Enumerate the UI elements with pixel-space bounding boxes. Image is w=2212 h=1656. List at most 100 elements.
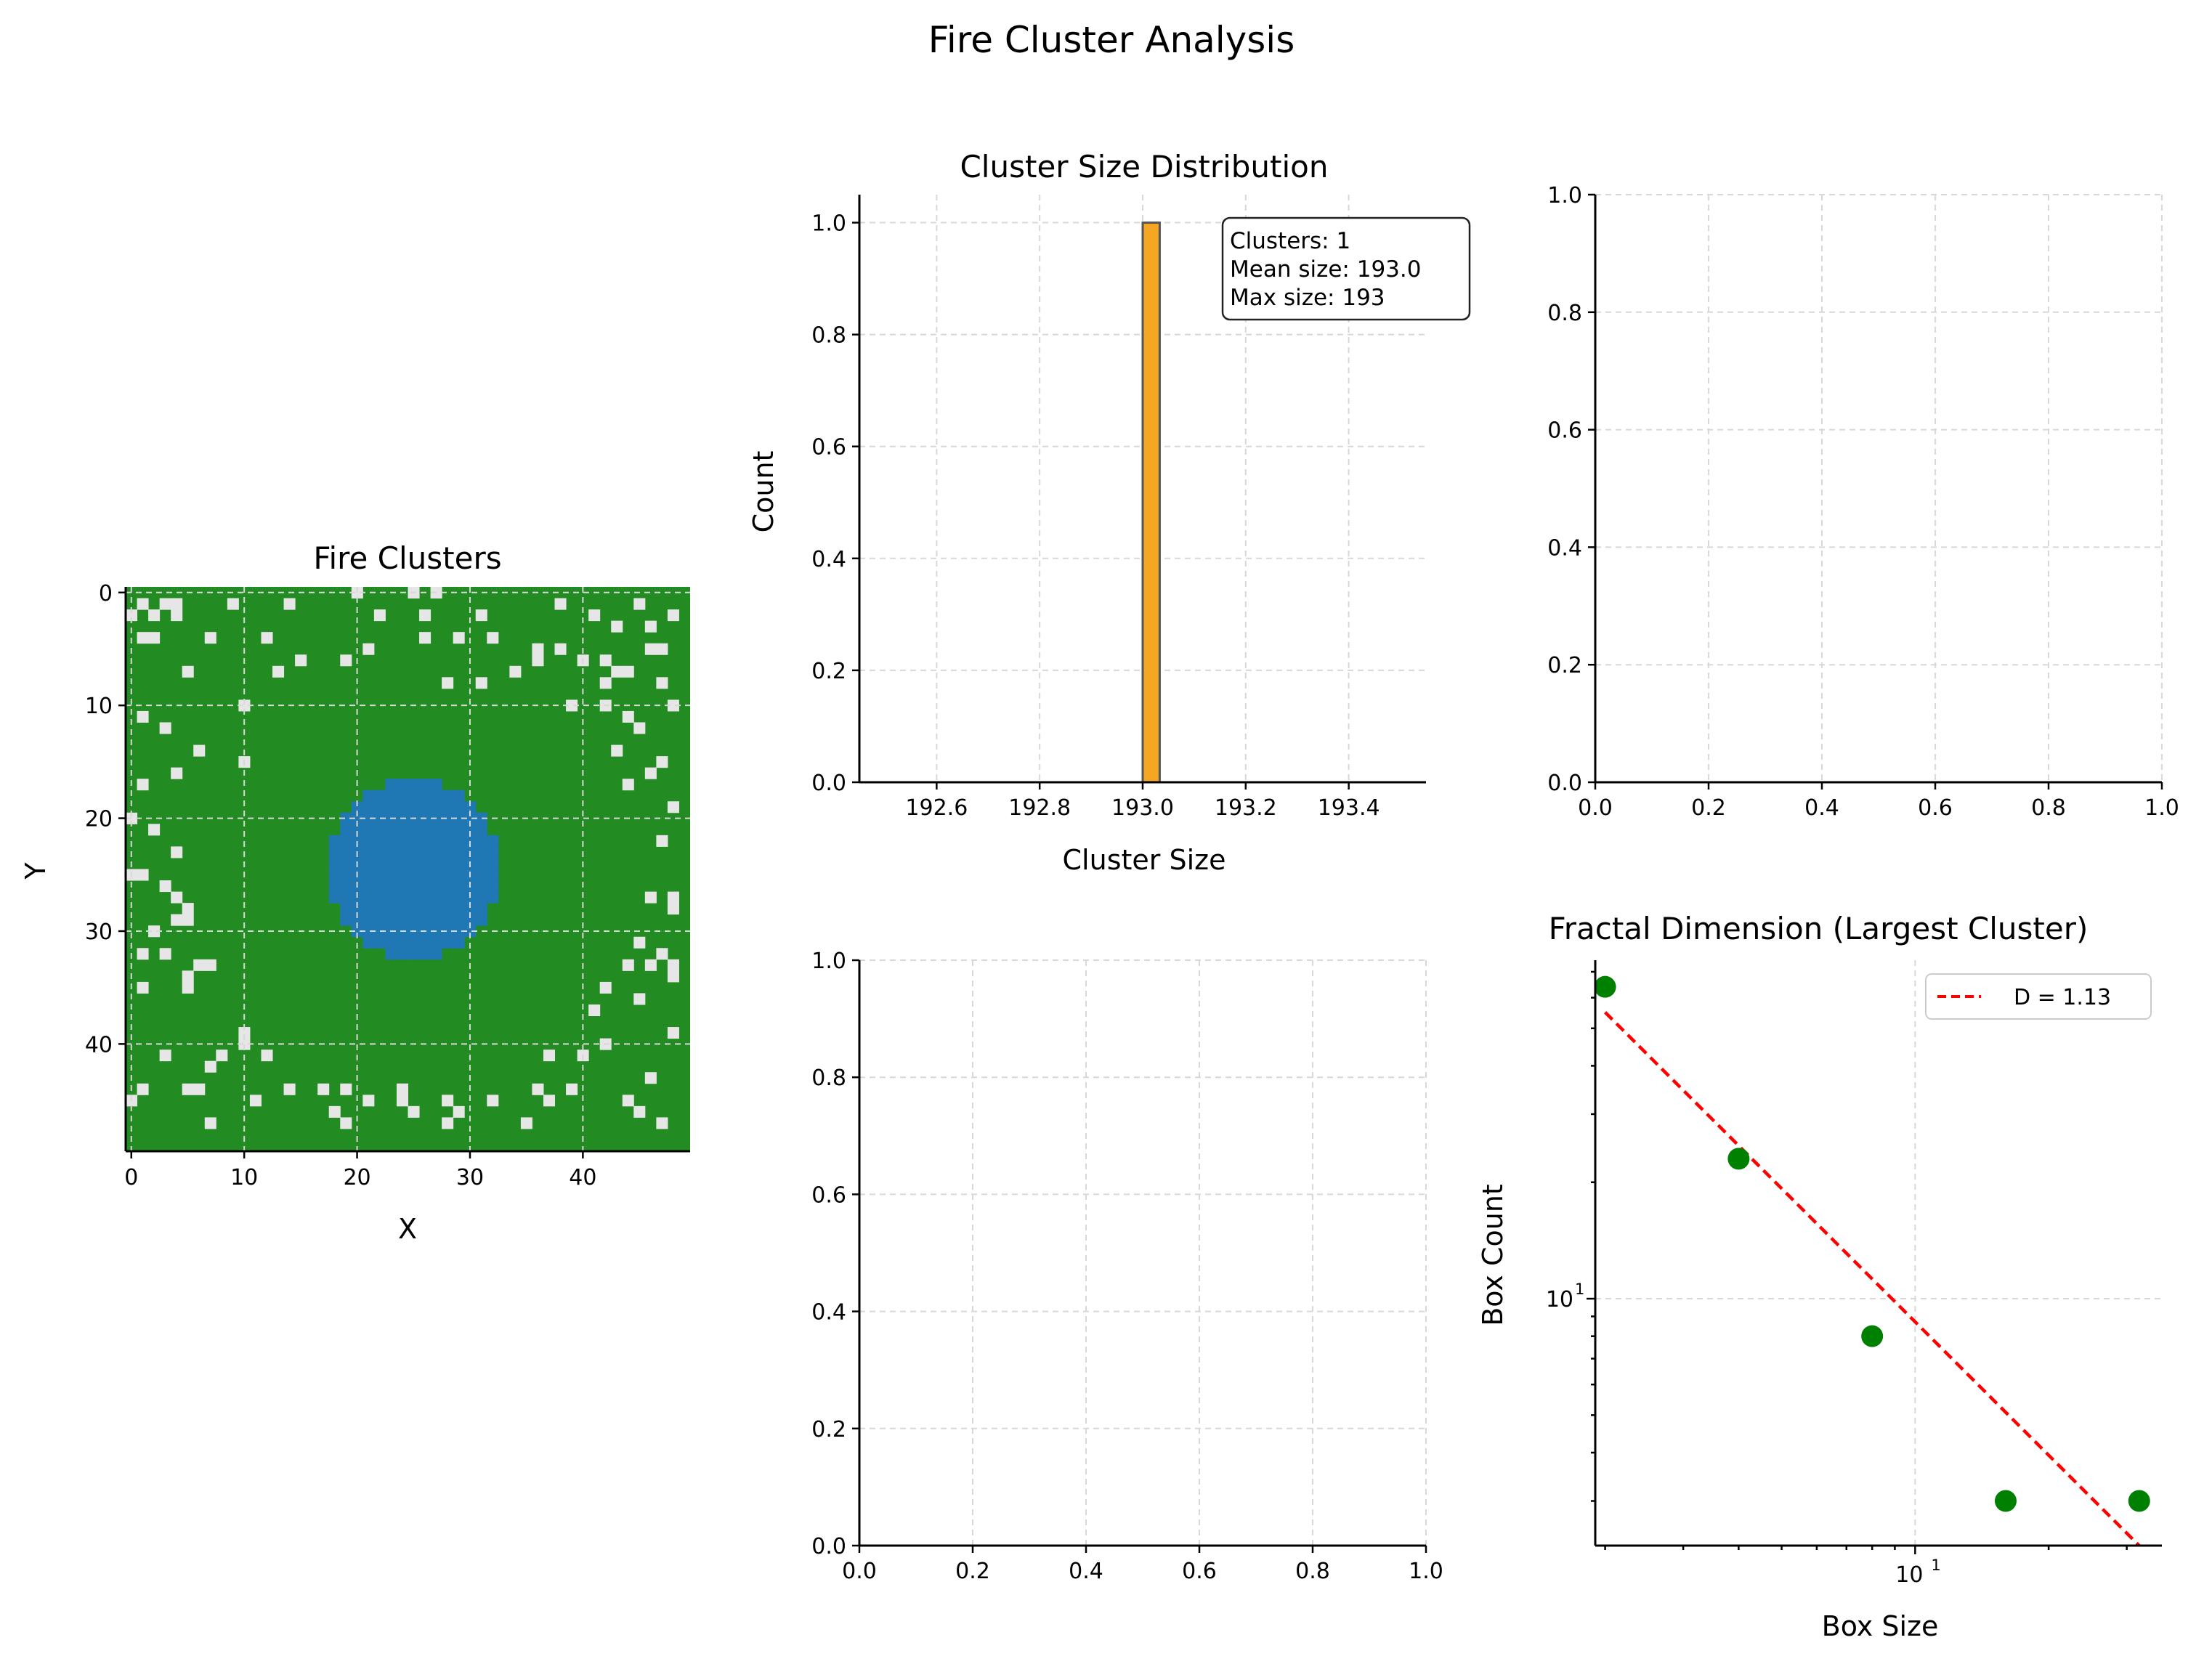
x-tick-label: 30 — [456, 1165, 484, 1190]
data-point — [1994, 1490, 2017, 1512]
cluster-cell — [385, 903, 397, 915]
burned-cell — [475, 677, 487, 689]
burned-cell — [182, 914, 194, 926]
burned-cell — [137, 948, 149, 960]
burned-cell — [137, 779, 149, 791]
cluster-cell — [373, 936, 386, 949]
burned-cell — [238, 1027, 251, 1039]
cluster-cell — [430, 891, 442, 904]
fire-clusters-grid — [126, 587, 690, 1151]
y-tick-label: 0.6 — [811, 435, 846, 460]
cluster-cell — [340, 869, 352, 881]
y-tick-label: 40 — [85, 1032, 113, 1058]
cluster-cell — [453, 790, 465, 802]
cluster-cell — [351, 914, 363, 926]
cluster-cell — [419, 824, 432, 836]
y-tick-label: 0.2 — [1547, 653, 1582, 678]
burned-cell — [442, 1117, 454, 1129]
y-tick-label: 10 — [1546, 1287, 1573, 1312]
cluster-cell — [373, 903, 386, 915]
cluster-cell — [408, 914, 420, 926]
burned-cell — [204, 1117, 216, 1129]
cluster-cell — [396, 914, 408, 926]
cluster-cell — [408, 779, 420, 791]
cluster-cell — [464, 903, 477, 915]
burned-cell — [261, 1050, 273, 1062]
burned-cell — [408, 1105, 420, 1118]
burned-cell — [148, 824, 161, 836]
burned-cell — [340, 1117, 352, 1129]
cluster-size-title: Cluster Size Distribution — [960, 149, 1328, 184]
y-tick-label: 0.4 — [811, 547, 846, 572]
x-tick-label: 1.0 — [2144, 795, 2179, 821]
legend-fit-label: D = 1.13 — [2014, 985, 2111, 1010]
burned-cell — [588, 609, 601, 622]
burned-cell — [656, 948, 668, 960]
cluster-cell — [340, 857, 352, 869]
burned-cell — [509, 665, 522, 678]
burned-cell — [667, 903, 679, 915]
fractal-xlabel: Box Size — [1822, 1610, 1939, 1642]
cluster-cell — [328, 835, 341, 847]
x-tick-label: 10 — [1895, 1562, 1923, 1588]
burned-cell — [419, 609, 432, 622]
cluster-cell — [464, 914, 477, 926]
burned-cell — [238, 699, 251, 712]
burned-cell — [283, 1083, 296, 1095]
cluster-cell — [464, 812, 477, 824]
x-tick-label: 0.2 — [1691, 795, 1726, 821]
burned-cell — [126, 812, 138, 824]
y-tick-label: 0.8 — [811, 1066, 846, 1091]
cluster-cell — [351, 903, 363, 915]
cluster-cell — [408, 835, 420, 847]
cluster-cell — [453, 903, 465, 915]
cluster-cell — [362, 801, 375, 813]
x-tick-label: 10 — [230, 1165, 258, 1190]
cluster-cell — [351, 812, 363, 824]
fractal-dimension-title: Fractal Dimension (Largest Cluster) — [1549, 911, 2089, 946]
cluster-cell — [396, 846, 408, 859]
cluster-cell — [362, 936, 375, 949]
cluster-cell — [475, 857, 487, 869]
cluster-cell — [453, 880, 465, 893]
cluster-cell — [373, 824, 386, 836]
data-point — [1861, 1325, 1884, 1347]
cluster-cell — [396, 779, 408, 791]
burned-cell — [204, 959, 216, 971]
burned-cell — [599, 654, 612, 667]
y-tick-label: 1.0 — [1547, 183, 1582, 208]
burned-cell — [171, 891, 183, 904]
cluster-cell — [373, 869, 386, 881]
annotation-max: Max size: 193 — [1230, 285, 1385, 311]
fire-clusters-xlabel: X — [398, 1213, 417, 1245]
cluster-cell — [385, 869, 397, 881]
x-tick-label: 0 — [124, 1165, 138, 1190]
cluster-cell — [340, 835, 352, 847]
cluster-cell — [340, 903, 352, 915]
fire-clusters-ticks: 0 10 20 30 40 0 10 20 30 40 — [85, 581, 690, 1190]
x-tick-label: 0.8 — [2031, 795, 2066, 821]
y-tick-label: 0.2 — [811, 659, 846, 684]
cluster-cell — [442, 925, 454, 938]
fractal-ticks: 10 110 1 — [1546, 960, 2162, 1588]
cluster-cell — [442, 790, 454, 802]
burned-cell — [373, 609, 386, 622]
fractal-legend: D = 1.13 — [1925, 973, 2152, 1020]
cluster-cell — [362, 846, 375, 859]
cluster-cell — [419, 869, 432, 881]
cluster-cell — [419, 891, 432, 904]
cluster-cell — [385, 880, 397, 893]
x-tick-label: 192.6 — [905, 795, 968, 821]
y-tick-label: 0.8 — [811, 323, 846, 349]
burned-cell — [204, 1060, 216, 1073]
burned-cell — [148, 609, 161, 622]
burned-cell — [148, 632, 161, 644]
burned-cell — [396, 1095, 408, 1107]
cluster-cell — [464, 824, 477, 836]
cluster-cell — [453, 857, 465, 869]
cluster-cell — [408, 903, 420, 915]
cluster-cell — [475, 914, 487, 926]
cluster-cell — [373, 857, 386, 869]
burned-cell — [633, 993, 646, 1005]
burned-cell — [453, 632, 465, 644]
